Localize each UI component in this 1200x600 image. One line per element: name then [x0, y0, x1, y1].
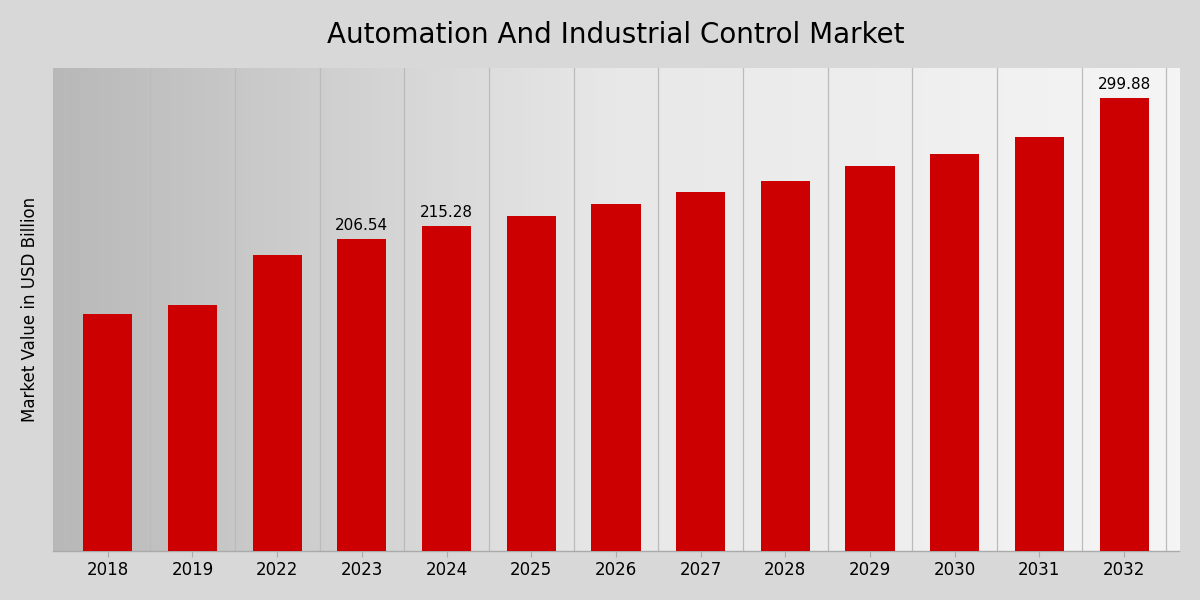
Bar — [1015, 137, 1064, 551]
Bar — [761, 181, 810, 551]
Text: 215.28: 215.28 — [420, 205, 473, 220]
Bar — [930, 154, 979, 551]
Bar — [676, 191, 725, 551]
Text: 206.54: 206.54 — [335, 218, 389, 233]
Bar — [846, 166, 894, 551]
Y-axis label: Market Value in USD Billion: Market Value in USD Billion — [20, 197, 38, 422]
Bar — [506, 217, 556, 551]
Bar — [422, 226, 472, 551]
Bar — [1099, 98, 1148, 551]
Bar — [592, 203, 641, 551]
Bar — [253, 255, 301, 551]
Title: Automation And Industrial Control Market: Automation And Industrial Control Market — [328, 21, 905, 49]
Bar — [83, 314, 132, 551]
Bar — [168, 305, 217, 551]
Bar — [337, 239, 386, 551]
Text: 299.88: 299.88 — [1098, 77, 1151, 92]
